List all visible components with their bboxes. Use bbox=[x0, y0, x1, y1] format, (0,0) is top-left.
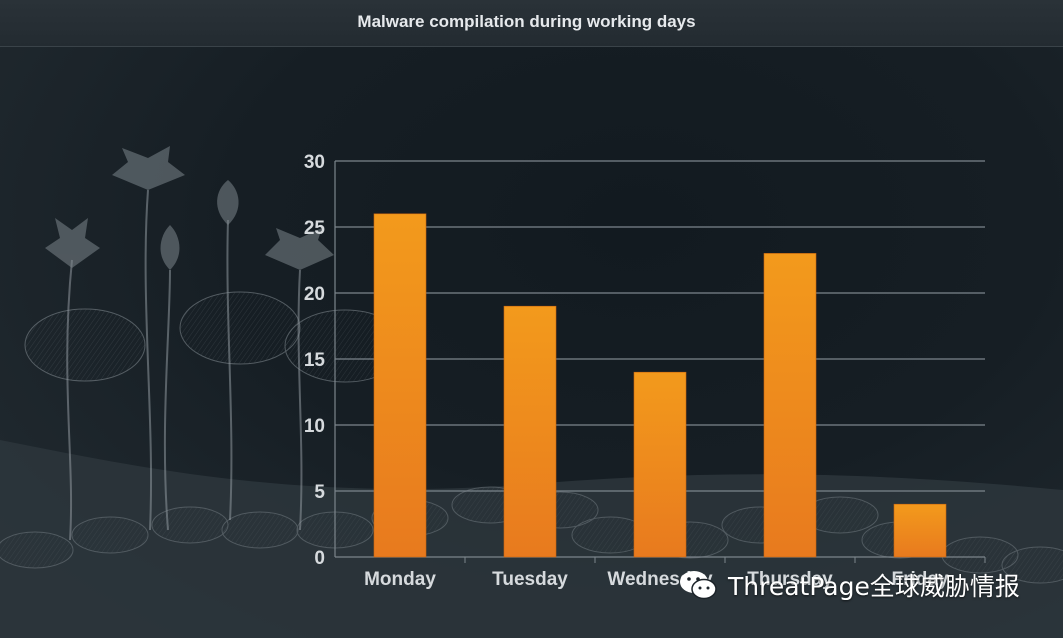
bar-friday bbox=[893, 503, 947, 558]
x-tick-label: Monday bbox=[364, 569, 436, 590]
y-tick-label: 30 bbox=[304, 152, 325, 173]
watermark: ThreatPage全球威胁情报 bbox=[678, 563, 1020, 607]
x-tick-label: Tuesday bbox=[492, 569, 568, 590]
watermark-text: ThreatPage全球威胁情报 bbox=[728, 572, 1020, 601]
bar-thursday bbox=[763, 253, 817, 558]
y-tick-label: 15 bbox=[304, 350, 326, 371]
y-tick-label: 25 bbox=[304, 218, 326, 239]
bar-tuesday bbox=[503, 305, 557, 558]
bar-monday bbox=[373, 213, 427, 558]
x-tick-label: Thursday bbox=[747, 569, 833, 590]
y-tick-label: 10 bbox=[304, 416, 325, 437]
title-bar bbox=[0, 0, 1063, 47]
y-tick-label: 0 bbox=[314, 548, 325, 569]
bar-wednesday bbox=[633, 371, 687, 558]
chart-title: Malware compilation during working days bbox=[357, 12, 696, 31]
y-tick-label: 20 bbox=[304, 284, 325, 305]
x-tick-label: Friday bbox=[891, 569, 948, 590]
y-tick-label: 5 bbox=[314, 482, 325, 503]
wechat-icon bbox=[678, 568, 718, 602]
